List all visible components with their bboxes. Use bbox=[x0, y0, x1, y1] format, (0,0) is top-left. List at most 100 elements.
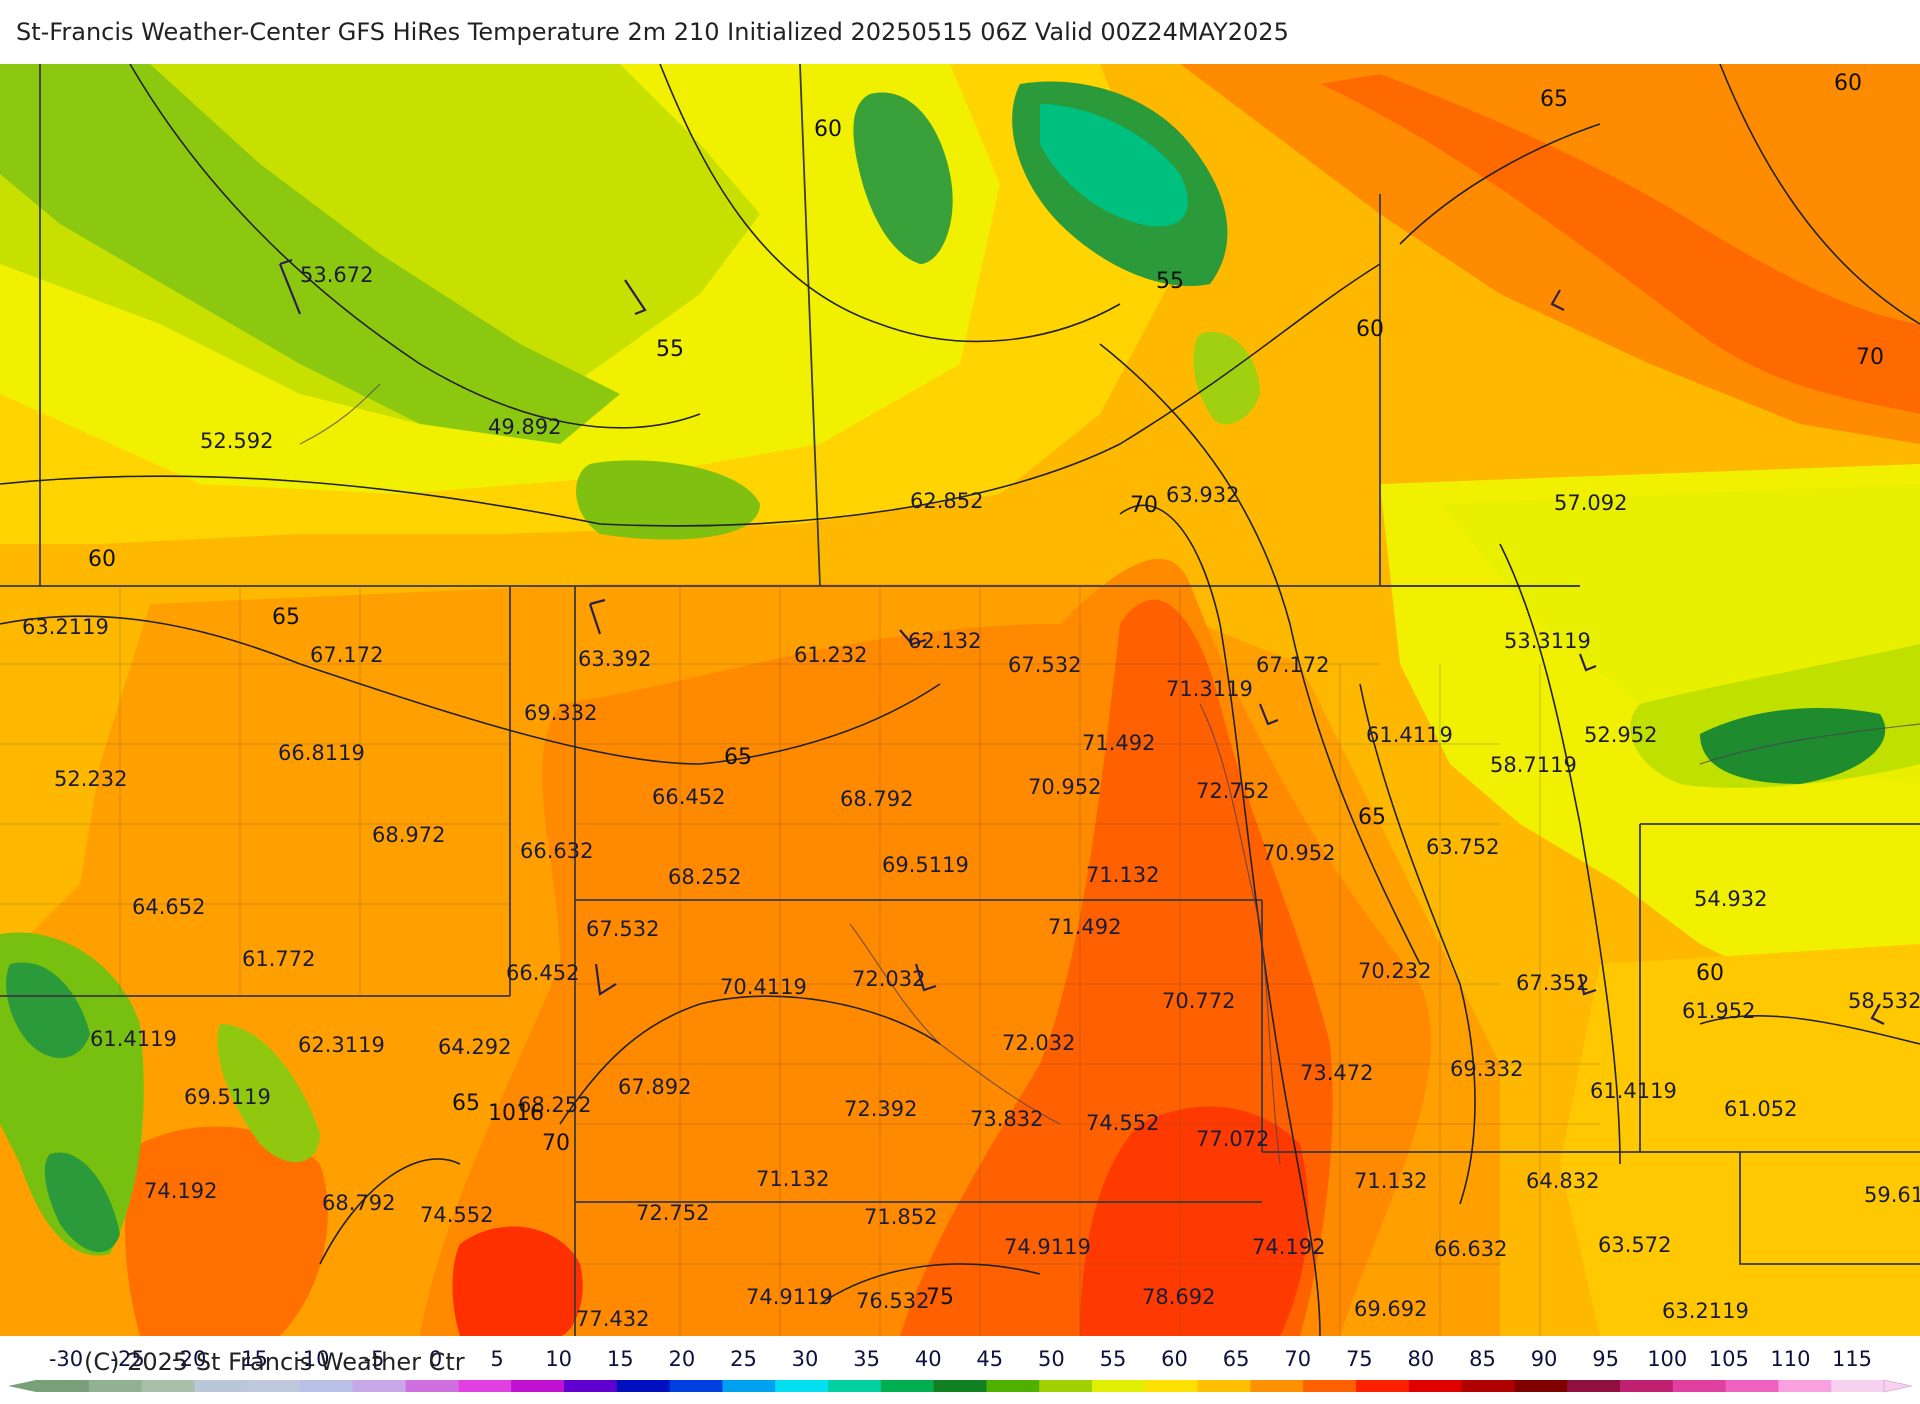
legend-tick-label: -25 bbox=[110, 1347, 144, 1371]
legend-tick-label: -20 bbox=[172, 1347, 206, 1371]
legend-tick-label: 100 bbox=[1647, 1347, 1687, 1371]
temp-value: 74.552 bbox=[420, 1203, 493, 1227]
temp-value: 61.4119 bbox=[90, 1027, 177, 1051]
temp-value: 74.552 bbox=[1086, 1111, 1159, 1135]
temp-value: 67.172 bbox=[1256, 653, 1329, 677]
temp-value: 74.9119 bbox=[746, 1285, 833, 1309]
legend-tick-label: 85 bbox=[1469, 1347, 1496, 1371]
zone-60-se bbox=[1560, 944, 1920, 1336]
contour-lines bbox=[0, 64, 1920, 1336]
temp-value: 74.9119 bbox=[1004, 1235, 1091, 1259]
copyright-notice: (C) 2025 St Francis Weather Ctr bbox=[84, 1348, 465, 1376]
contour-label: 60 bbox=[814, 117, 842, 142]
temp-value: 64.832 bbox=[1526, 1169, 1599, 1193]
temp-value: 52.232 bbox=[54, 767, 127, 791]
temp-value: 69.332 bbox=[1450, 1057, 1523, 1081]
map-title: St-Francis Weather-Center GFS HiRes Temp… bbox=[16, 18, 1289, 46]
contour-label: 75 bbox=[926, 1285, 954, 1310]
legend-color-swatch bbox=[1092, 1380, 1146, 1392]
temp-value: 69.692 bbox=[1354, 1297, 1427, 1321]
legend-color-bar bbox=[8, 1379, 1913, 1393]
zone-78-south bbox=[452, 1226, 583, 1336]
temp-value: 57.092 bbox=[1554, 491, 1627, 515]
temp-value: 66.632 bbox=[520, 839, 593, 863]
legend-color-swatch bbox=[564, 1380, 618, 1392]
temp-value: 73.472 bbox=[1300, 1061, 1373, 1085]
zone-50-ne2 bbox=[1193, 332, 1260, 425]
temp-value: 67.532 bbox=[1008, 653, 1081, 677]
zone-45-west bbox=[6, 962, 91, 1058]
temp-value: 54.932 bbox=[1694, 887, 1767, 911]
legend-color-swatch bbox=[1250, 1380, 1304, 1392]
legend-tick-label: 35 bbox=[853, 1347, 880, 1371]
temp-value: 66.632 bbox=[1434, 1237, 1507, 1261]
temp-value: 63.392 bbox=[578, 647, 651, 671]
temp-value: 52.592 bbox=[200, 429, 273, 453]
temp-value: 63.572 bbox=[1598, 1233, 1671, 1257]
legend-color-swatch bbox=[36, 1380, 90, 1392]
contour-label: 65 bbox=[1358, 805, 1386, 830]
temperature-map: 53.672 52.592 49.892 62.852 63.932 57.09… bbox=[0, 64, 1920, 1336]
zone-45-nw bbox=[853, 92, 953, 264]
legend-color-swatch bbox=[405, 1380, 459, 1392]
temp-value: 58.532 bbox=[1848, 989, 1920, 1013]
temp-value: 67.352 bbox=[1516, 971, 1589, 995]
legend-color-swatch bbox=[194, 1380, 248, 1392]
zone-50-west3 bbox=[217, 1024, 320, 1163]
temp-value: 68.792 bbox=[322, 1191, 395, 1215]
zone-78-central bbox=[1080, 1106, 1309, 1336]
contour-label: 55 bbox=[1156, 269, 1184, 294]
legend-color-swatch bbox=[1144, 1380, 1199, 1392]
temp-value: 63.2119 bbox=[22, 615, 109, 639]
temp-value: 70.4119 bbox=[720, 975, 807, 999]
legend-tick-label: -15 bbox=[234, 1347, 268, 1371]
legend-tick-label: 25 bbox=[730, 1347, 757, 1371]
legend-color-swatch bbox=[616, 1380, 671, 1392]
temp-value: 69.5119 bbox=[882, 853, 969, 877]
temp-value: 76.532 bbox=[856, 1289, 929, 1313]
legend-color-swatch bbox=[1831, 1380, 1885, 1392]
contour-label: 65 bbox=[724, 745, 752, 770]
temp-value: 66.8119 bbox=[278, 741, 365, 765]
legend-color-swatch bbox=[458, 1380, 512, 1392]
temp-value: 71.492 bbox=[1048, 915, 1121, 939]
temp-value: 61.4119 bbox=[1366, 723, 1453, 747]
legend-color-swatch bbox=[1620, 1380, 1674, 1392]
temp-value: 53.672 bbox=[300, 263, 373, 287]
legend-color-swatch bbox=[511, 1380, 565, 1392]
temp-value: 64.652 bbox=[132, 895, 205, 919]
contour-label: 65 bbox=[272, 605, 300, 630]
temp-value: 70.952 bbox=[1262, 841, 1335, 865]
temp-value: 61.772 bbox=[242, 947, 315, 971]
legend-low-arrow bbox=[8, 1380, 36, 1392]
legend-tick-label: 110 bbox=[1770, 1347, 1810, 1371]
temp-value: 64.292 bbox=[438, 1035, 511, 1059]
temp-value: 71.132 bbox=[1086, 863, 1159, 887]
legend-color-swatch bbox=[300, 1380, 354, 1392]
state-borders bbox=[0, 64, 1920, 1336]
temp-value: 62.132 bbox=[908, 629, 981, 653]
temp-value: 71.3119 bbox=[1166, 677, 1253, 701]
temp-value: 61.4119 bbox=[1590, 1079, 1677, 1103]
temp-value: 62.3119 bbox=[298, 1033, 385, 1057]
temp-value: 67.532 bbox=[586, 917, 659, 941]
zone-75-ne bbox=[1320, 74, 1920, 414]
legend-canvas: -30 -25 -20 -15 -10 -5 0 5 10 15 20 25 30 35 40 45 50 55 6… bbox=[8, 1347, 1913, 1393]
wind-barbs bbox=[278, 258, 1885, 1025]
temp-value: 68.972 bbox=[372, 823, 445, 847]
temp-value: 63.2119 bbox=[1662, 1299, 1749, 1323]
contour-label: 65 bbox=[1540, 87, 1568, 112]
temp-value: 59.61 bbox=[1864, 1183, 1920, 1207]
temperature-legend: -30 -25 -20 -15 -10 -5 0 5 10 15 20 25 30 35 40 45 50 55 6… bbox=[0, 1336, 1920, 1400]
temp-value: 77.072 bbox=[1196, 1127, 1269, 1151]
legend-tick-label: 95 bbox=[1592, 1347, 1619, 1371]
legend-tick-label: 55 bbox=[1100, 1347, 1127, 1371]
temp-value: 78.692 bbox=[1142, 1285, 1215, 1309]
legend-tick-label: 70 bbox=[1284, 1347, 1311, 1371]
temp-value: 52.952 bbox=[1584, 723, 1657, 747]
temp-value: 61.052 bbox=[1724, 1097, 1797, 1121]
legend-tick-label: 90 bbox=[1531, 1347, 1558, 1371]
county-lines bbox=[0, 586, 1600, 1336]
temp-value: 71.492 bbox=[1082, 731, 1155, 755]
temp-value: 73.832 bbox=[970, 1107, 1043, 1131]
